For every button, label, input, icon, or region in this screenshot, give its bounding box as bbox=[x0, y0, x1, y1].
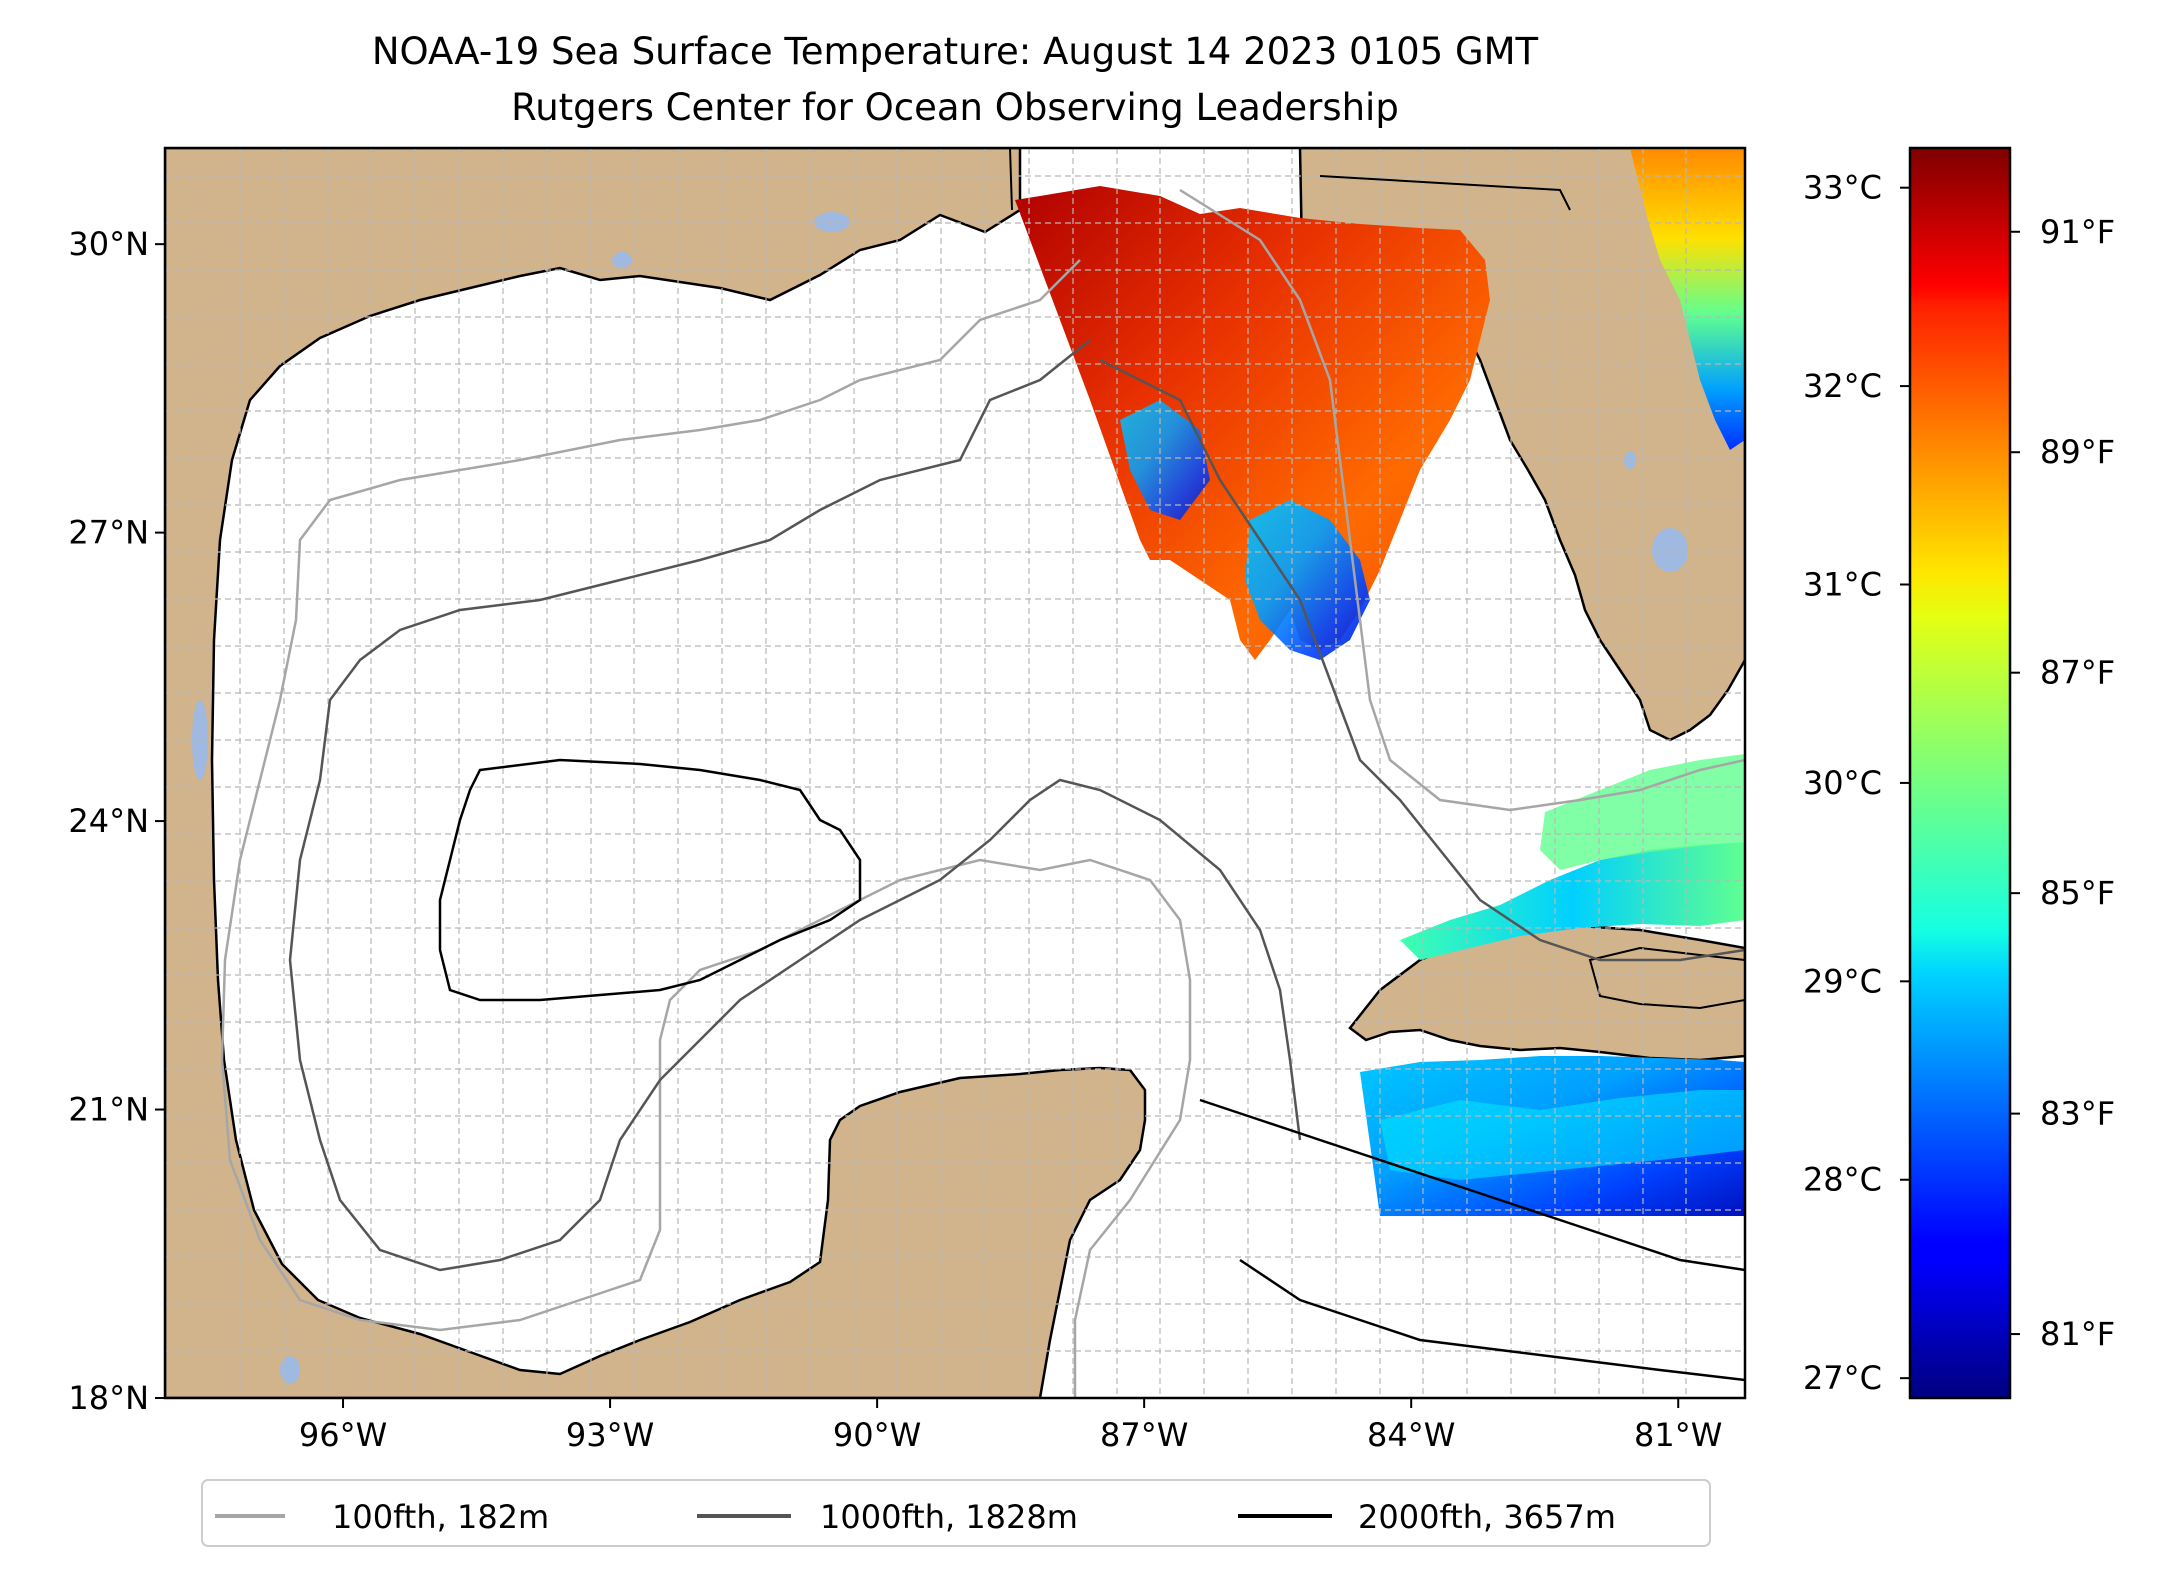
latitude-ticks: 18°N 21°N 24°N 27°N 30°N bbox=[68, 225, 165, 1417]
lake-pontchartrain bbox=[814, 212, 850, 232]
sst-swath-keys-straits bbox=[1400, 842, 1745, 960]
fahrenheit-tick-label: 83°F bbox=[2040, 1095, 2115, 1133]
lon-tick-label: 90°W bbox=[833, 1416, 921, 1454]
sst-cool-patch-big-bend bbox=[1245, 500, 1370, 660]
fahrenheit-tick-label: 85°F bbox=[2040, 874, 2115, 912]
celsius-tick-label: 28°C bbox=[1803, 1161, 1882, 1199]
celsius-tick-label: 27°C bbox=[1803, 1359, 1882, 1397]
lat-tick-label: 24°N bbox=[68, 802, 149, 840]
colorbar-celsius-ticks: 27°C 28°C 29°C 30°C 31°C 32°C 33°C bbox=[1803, 169, 1910, 1397]
lake-okeechobee bbox=[1652, 528, 1688, 572]
sst-swath-northeast-gulf bbox=[1015, 186, 1490, 660]
land-bahamas bbox=[1588, 946, 1745, 1010]
lat-tick-label: 18°N bbox=[68, 1379, 149, 1417]
celsius-tick-label: 32°C bbox=[1803, 367, 1882, 405]
isobath-2000fth bbox=[438, 758, 1745, 1382]
legend-label-100fth: 100fth, 182m bbox=[332, 1498, 549, 1536]
legend-label-2000fth: 2000fth, 3657m bbox=[1358, 1498, 1616, 1536]
fahrenheit-tick-label: 89°F bbox=[2040, 433, 2115, 471]
colorbar: 27°C 28°C 29°C 30°C 31°C 32°C 33°C 81°F 83°F 85°… bbox=[1803, 146, 2115, 1400]
colorbar-fahrenheit-ticks: 81°F 83°F 85°F 87°F 89°F 91°F bbox=[2010, 213, 2115, 1353]
title-line-1: NOAA-19 Sea Surface Temperature: August … bbox=[372, 30, 1539, 73]
fahrenheit-tick-label: 81°F bbox=[2040, 1315, 2115, 1353]
lat-tick-label: 30°N bbox=[68, 225, 149, 263]
map-frame bbox=[163, 146, 1747, 1400]
isobath-100fth bbox=[220, 188, 1745, 1398]
lake-texas bbox=[612, 252, 632, 268]
lon-tick-label: 81°W bbox=[1634, 1416, 1722, 1454]
lake-campeche bbox=[280, 1356, 300, 1384]
lake-central-florida bbox=[1624, 451, 1636, 469]
lon-tick-label: 93°W bbox=[566, 1416, 654, 1454]
land-us-mexico bbox=[165, 148, 1147, 1398]
isobath-1000fth bbox=[288, 339, 1745, 1272]
title-line-2: Rutgers Center for Ocean Observing Leade… bbox=[511, 86, 1399, 129]
legend-label-1000fth: 1000fth, 1828m bbox=[820, 1498, 1078, 1536]
lon-tick-label: 87°W bbox=[1100, 1416, 1188, 1454]
sst-cool-patch-west bbox=[1120, 400, 1210, 520]
sst-caribbean-cyan-band bbox=[1380, 1090, 1745, 1180]
celsius-tick-label: 30°C bbox=[1803, 764, 1882, 802]
fahrenheit-tick-label: 87°F bbox=[2040, 654, 2115, 692]
celsius-tick-label: 31°C bbox=[1803, 566, 1882, 604]
lat-tick-label: 21°N bbox=[68, 1091, 149, 1129]
celsius-tick-label: 29°C bbox=[1803, 962, 1882, 1000]
isobath-legend: 100fth, 182m 1000fth, 1828m 2000fth, 365… bbox=[201, 1479, 1711, 1547]
map-panel bbox=[165, 148, 1745, 1398]
lon-tick-label: 84°W bbox=[1367, 1416, 1455, 1454]
lat-tick-label: 27°N bbox=[68, 514, 149, 552]
border-alabama-florida bbox=[1009, 148, 1571, 211]
lon-tick-label: 96°W bbox=[299, 1416, 387, 1454]
fahrenheit-tick-label: 91°F bbox=[2040, 213, 2115, 251]
legend-frame bbox=[201, 1479, 1711, 1547]
longitude-ticks: 96°W 93°W 90°W 87°W 84°W 81°W bbox=[299, 1398, 1722, 1454]
celsius-tick-label: 33°C bbox=[1803, 169, 1882, 207]
colorbar-gradient bbox=[1908, 146, 2012, 1400]
